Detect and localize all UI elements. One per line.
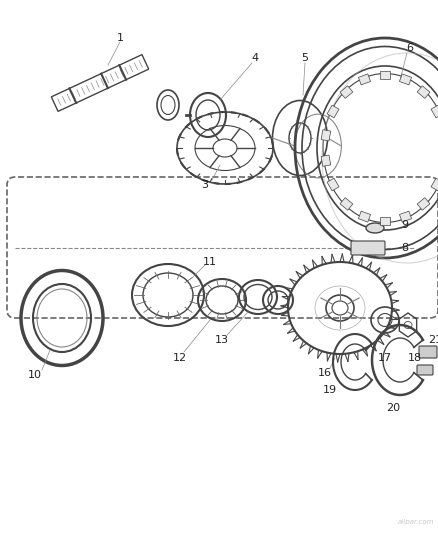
- Polygon shape: [326, 178, 338, 191]
- FancyBboxPatch shape: [416, 365, 432, 375]
- Text: 1: 1: [116, 33, 123, 43]
- Text: 10: 10: [28, 370, 42, 380]
- Polygon shape: [399, 211, 411, 222]
- Polygon shape: [416, 198, 429, 210]
- Text: 13: 13: [215, 335, 229, 345]
- Polygon shape: [430, 178, 438, 191]
- Polygon shape: [326, 105, 338, 118]
- Polygon shape: [320, 130, 330, 141]
- Polygon shape: [320, 155, 330, 166]
- Polygon shape: [416, 86, 429, 99]
- Polygon shape: [430, 105, 438, 118]
- Text: 5: 5: [301, 53, 308, 63]
- Polygon shape: [379, 217, 389, 225]
- Text: 17: 17: [377, 353, 391, 363]
- Text: 12: 12: [173, 353, 187, 363]
- Ellipse shape: [365, 223, 383, 233]
- Polygon shape: [339, 198, 352, 210]
- Text: 11: 11: [202, 257, 216, 267]
- Text: 21: 21: [427, 335, 438, 345]
- Polygon shape: [399, 74, 411, 85]
- Polygon shape: [339, 86, 352, 99]
- Text: allpar.com: allpar.com: [396, 519, 433, 525]
- Text: 6: 6: [406, 43, 413, 53]
- Polygon shape: [379, 71, 389, 79]
- Text: 18: 18: [407, 353, 421, 363]
- Text: 9: 9: [400, 220, 408, 230]
- Text: 3: 3: [201, 180, 208, 190]
- Text: 20: 20: [385, 403, 399, 413]
- Text: 16: 16: [317, 368, 331, 378]
- Text: 19: 19: [322, 385, 336, 395]
- FancyBboxPatch shape: [418, 346, 436, 358]
- Polygon shape: [357, 74, 370, 85]
- Text: 4: 4: [251, 53, 258, 63]
- Polygon shape: [357, 211, 370, 222]
- Text: 8: 8: [400, 243, 408, 253]
- FancyBboxPatch shape: [350, 241, 384, 255]
